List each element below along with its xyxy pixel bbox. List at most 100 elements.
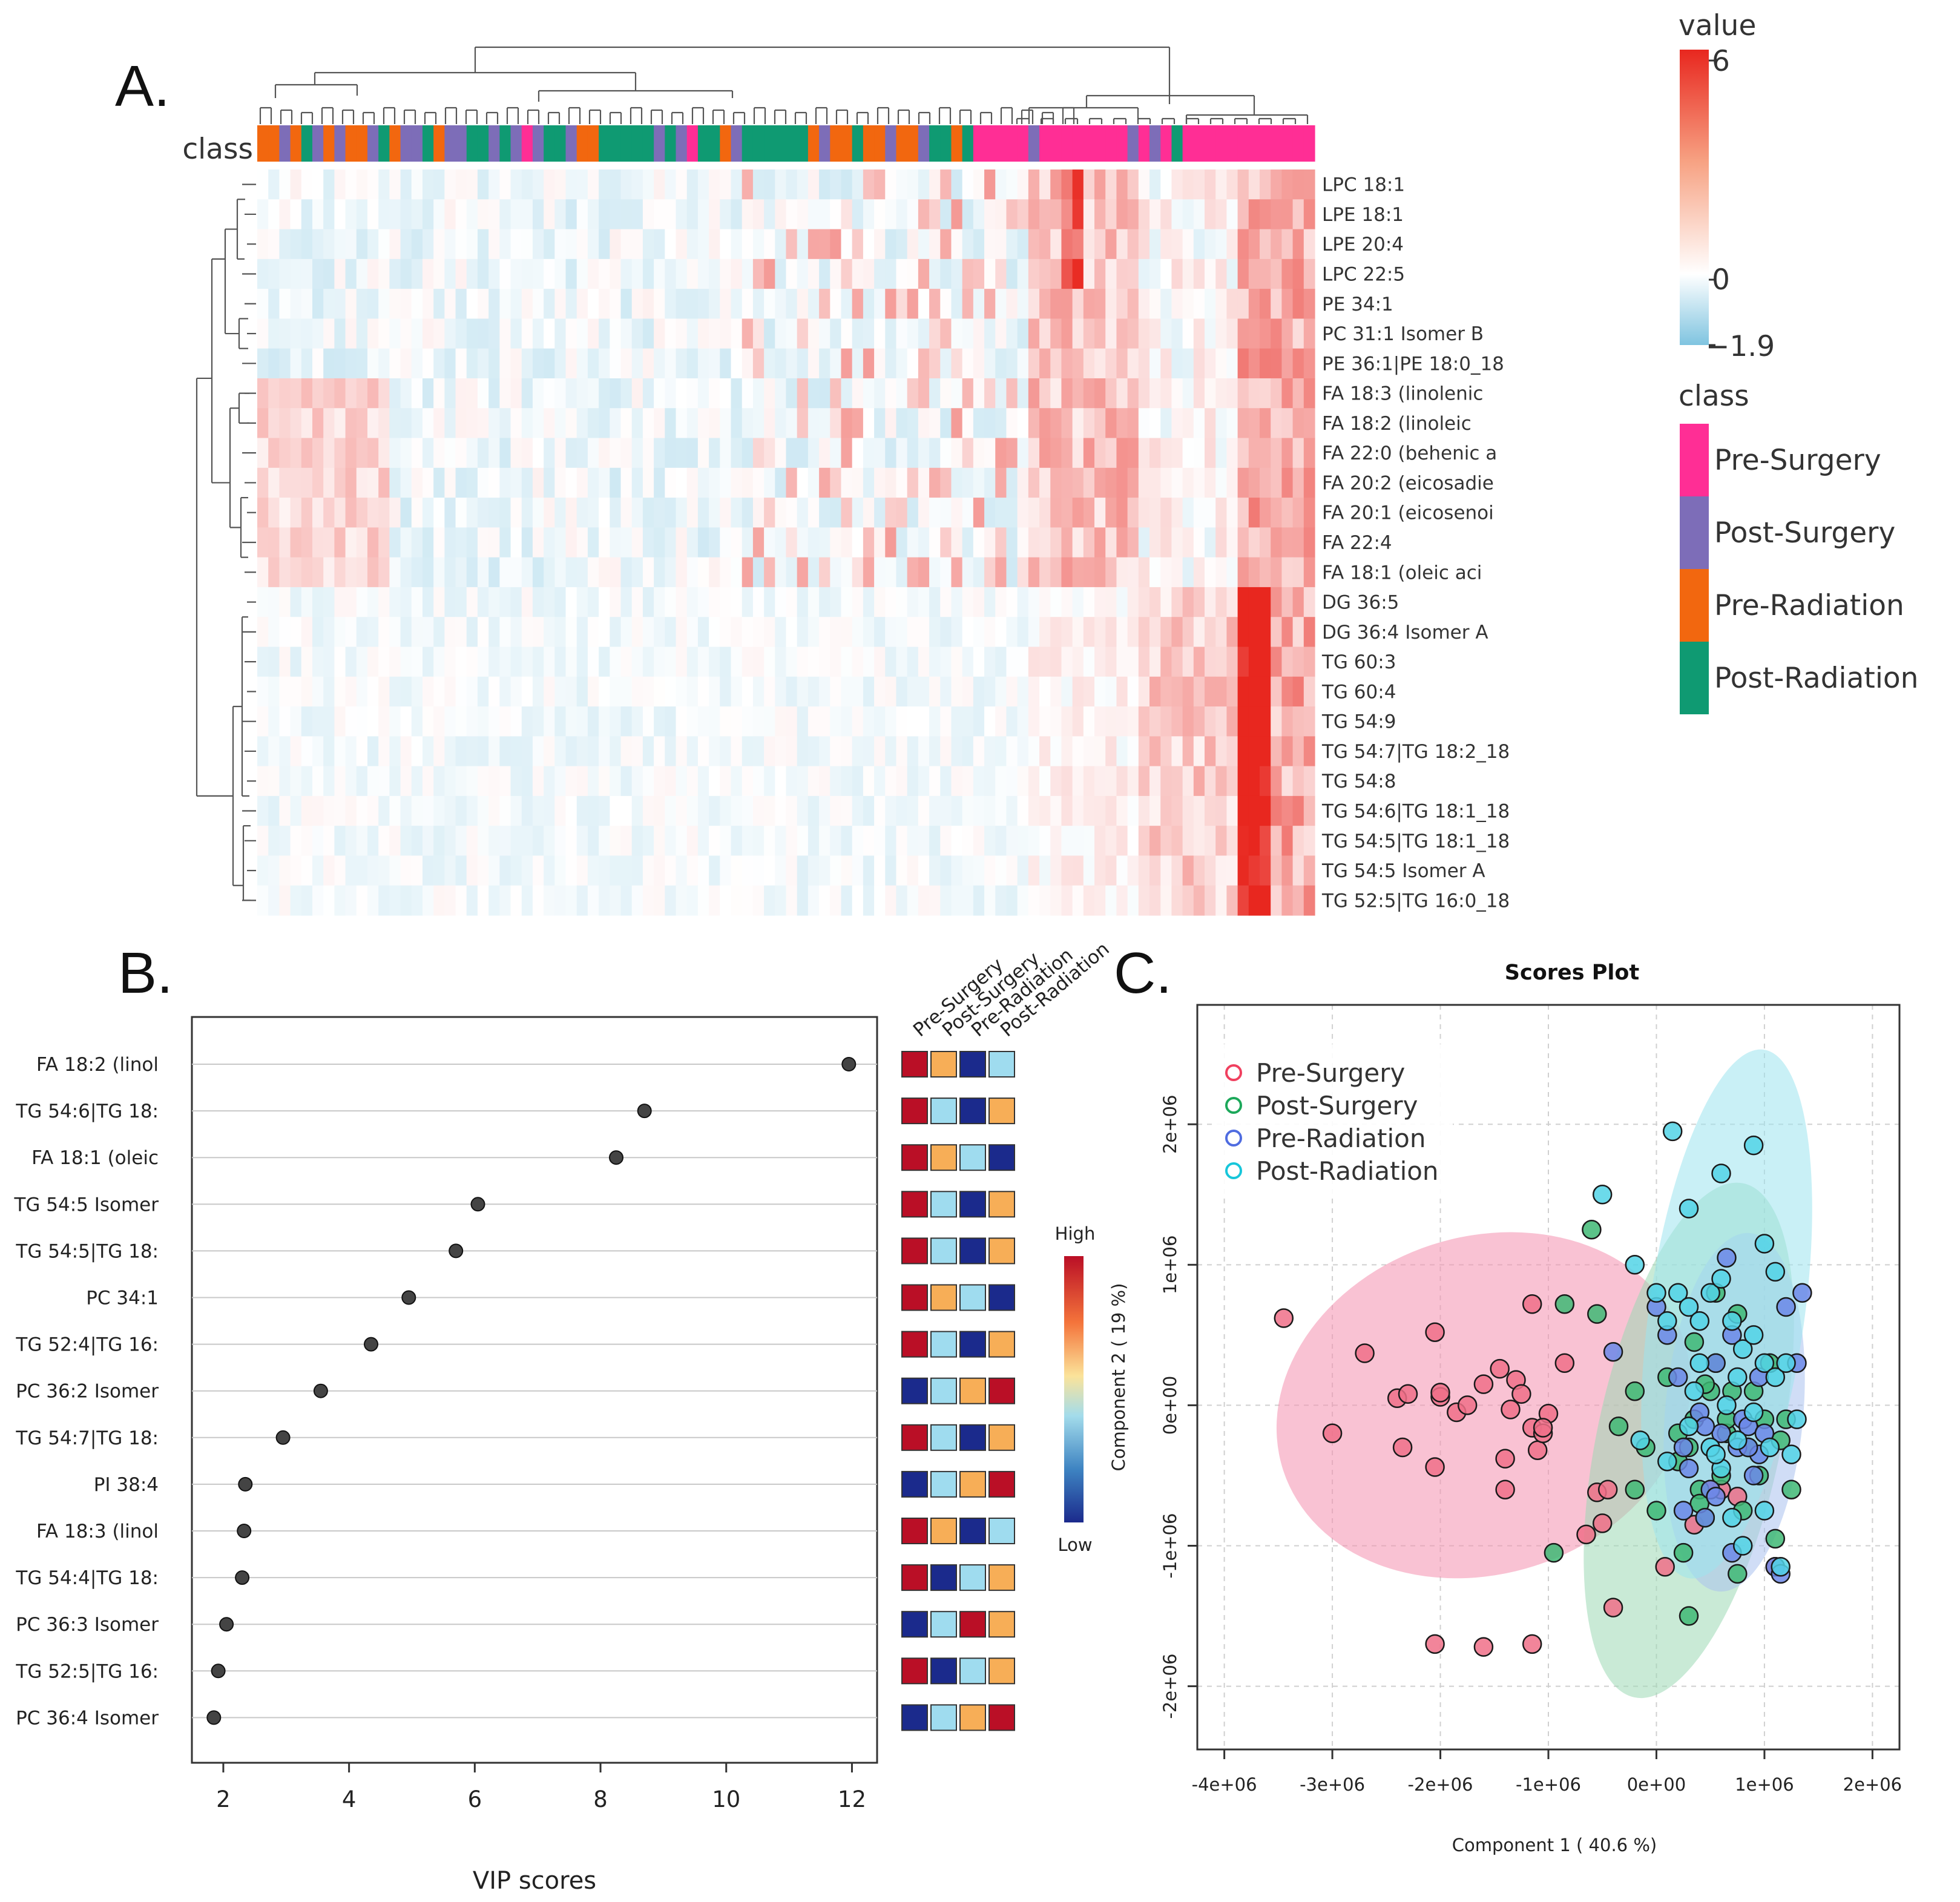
vip-group-square [901,1377,928,1404]
heatmap-cell [631,647,643,677]
score-point [1425,1634,1445,1654]
heatmap-cell [334,169,346,200]
vip-point [235,1570,250,1585]
heatmap-cell [610,766,622,797]
value-tick-min: −1.9 [1706,330,1775,363]
heatmap-cell [323,258,335,289]
heatmap-cell [775,438,787,469]
heatmap-cell [1061,587,1073,617]
heatmap-cell [1017,557,1029,588]
heatmap-cell [576,408,588,439]
heatmap-cell [654,438,665,469]
heatmap-cell [863,736,875,767]
heatmap-cell [654,467,665,498]
heatmap-cell [918,617,930,648]
heatmap-cell [973,318,985,349]
heatmap-cell [1226,706,1238,737]
heatmap-cell [1083,498,1095,528]
heatmap-cell [1260,587,1271,617]
heatmap-cell [830,855,842,886]
class-bar-cell [676,125,688,162]
heatmap-cell [841,706,853,737]
heatmap-cell [323,289,335,319]
heatmap-cell [301,557,313,588]
heatmap-cell [433,378,445,409]
heatmap-cell [907,258,919,289]
heatmap-cell [764,498,775,528]
heatmap-cell [642,408,654,439]
score-point [1700,1283,1720,1303]
heatmap-cell [400,736,412,767]
heatmap-cell [356,498,368,528]
heatmap-cell [885,855,897,886]
heatmap-cell [984,706,996,737]
heatmap-cell [1292,587,1304,617]
heatmap-cell [819,885,830,916]
class-bar-cell [1028,125,1040,162]
heatmap-cell [1006,289,1018,319]
heatmap-cell [786,438,798,469]
heatmap-cell [951,885,963,916]
heatmap-cell [995,258,1007,289]
heatmap-cell [1248,557,1260,588]
heatmap-cell [433,647,445,677]
heatmap-cell [962,527,974,558]
heatmap-cell [1127,438,1139,469]
heatmap-cell [1292,736,1304,767]
heatmap-cell [709,826,720,857]
heatmap-cell [654,647,665,677]
heatmap-cell [786,766,798,797]
heatmap-cell [1303,795,1315,826]
heatmap-cell [1017,706,1029,737]
heatmap-cell [1215,318,1228,349]
heatmap-cell [1006,617,1018,648]
heatmap-cell [940,647,952,677]
heatmap-cell [488,587,500,617]
heatmap-cell [1171,199,1183,230]
heatmap-cell [951,258,963,289]
heatmap-cell [896,855,908,886]
heatmap-row-label: FA 18:2 (linoleic [1322,413,1472,435]
heatmap-cell [1072,527,1084,558]
heatmap-cell [554,318,567,349]
heatmap-cell [389,348,401,379]
heatmap-cell [1248,855,1260,886]
heatmap-cell [665,289,677,319]
heatmap-cell [984,229,996,260]
score-point [1587,1304,1607,1324]
heatmap-cell [973,676,985,707]
heatmap-cell [1248,647,1260,677]
heatmap-cell [1205,169,1216,200]
heatmap-cell [885,885,897,916]
heatmap-cell [1160,587,1172,617]
heatmap-cell [290,289,302,319]
heatmap-cell [521,706,533,737]
heatmap-cell [852,855,864,886]
heatmap-cell [499,408,511,439]
heatmap-cell [1160,169,1172,200]
heatmap-cell [301,885,313,916]
heatmap-cell [720,348,732,379]
heatmap-cell [731,706,743,737]
heatmap-cell [1193,438,1205,469]
vip-group-square [988,1518,1015,1544]
heatmap-cell [544,498,555,528]
heatmap-cell [1260,289,1271,319]
heatmap-cell [455,676,467,707]
heatmap-cell [642,647,654,677]
value-tick-max: 6 [1712,45,1730,78]
heatmap-cell [279,587,291,617]
heatmap-cell [323,706,335,737]
heatmap-cell [610,258,622,289]
heatmap-cell [488,676,500,707]
heatmap-cell [1149,199,1161,230]
heatmap-cell [1138,229,1150,260]
heatmap-cell [807,617,820,648]
heatmap-cell [1039,527,1051,558]
heatmap-cell [907,438,919,469]
heatmap-cell [676,557,688,588]
heatmap-cell [554,617,567,648]
heatmap-cell [554,378,567,409]
heatmap-cell [544,617,555,648]
heatmap-cell [1281,467,1294,498]
